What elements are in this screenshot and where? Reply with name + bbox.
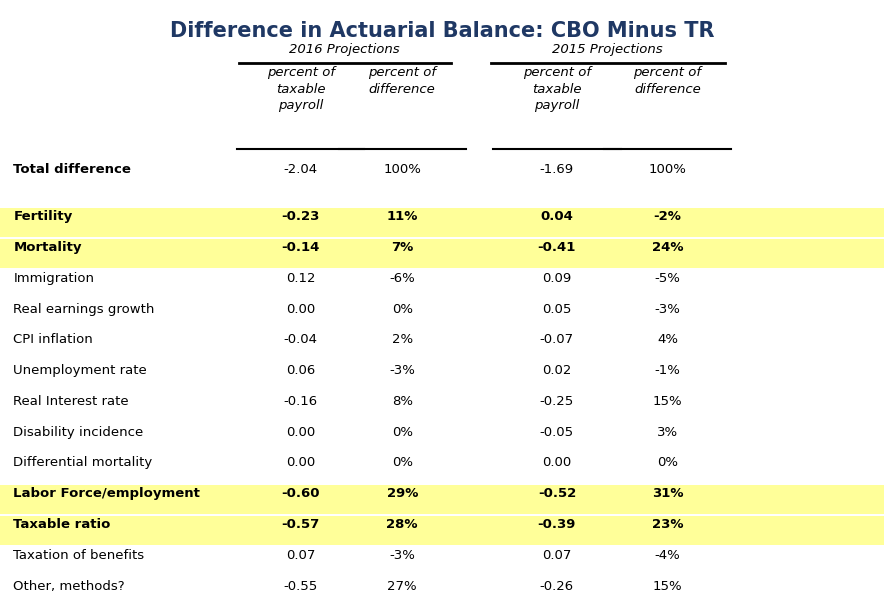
Text: 28%: 28% bbox=[386, 518, 418, 531]
Text: 24%: 24% bbox=[652, 241, 683, 254]
Text: -2%: -2% bbox=[653, 210, 682, 223]
Text: 15%: 15% bbox=[652, 395, 682, 408]
Text: -0.55: -0.55 bbox=[284, 580, 317, 592]
Text: Differential mortality: Differential mortality bbox=[13, 456, 153, 469]
Text: percent of
difference: percent of difference bbox=[634, 66, 701, 96]
Text: -1.69: -1.69 bbox=[540, 163, 574, 176]
Text: Total difference: Total difference bbox=[13, 163, 131, 176]
Text: 31%: 31% bbox=[652, 487, 683, 500]
Text: 11%: 11% bbox=[386, 210, 418, 223]
Text: -3%: -3% bbox=[389, 364, 415, 377]
Text: Labor Force/employment: Labor Force/employment bbox=[13, 487, 200, 500]
Text: 0%: 0% bbox=[392, 303, 413, 316]
Text: 100%: 100% bbox=[384, 163, 421, 176]
Text: -0.26: -0.26 bbox=[540, 580, 574, 592]
Text: 0.05: 0.05 bbox=[542, 303, 572, 316]
Text: -0.23: -0.23 bbox=[281, 210, 320, 223]
Text: 8%: 8% bbox=[392, 395, 413, 408]
Text: -0.16: -0.16 bbox=[284, 395, 317, 408]
Text: 0%: 0% bbox=[392, 426, 413, 439]
Text: 3%: 3% bbox=[657, 426, 678, 439]
Text: -0.25: -0.25 bbox=[540, 395, 574, 408]
Text: -0.07: -0.07 bbox=[540, 333, 574, 346]
Text: 0%: 0% bbox=[392, 456, 413, 469]
Text: Immigration: Immigration bbox=[13, 272, 95, 285]
Text: 0.00: 0.00 bbox=[286, 456, 316, 469]
Text: Fertility: Fertility bbox=[13, 210, 72, 223]
Text: 7%: 7% bbox=[391, 241, 414, 254]
Text: -0.05: -0.05 bbox=[540, 426, 574, 439]
Text: 0%: 0% bbox=[657, 456, 678, 469]
Text: Unemployment rate: Unemployment rate bbox=[13, 364, 147, 377]
Bar bbox=[0, 516, 884, 545]
Text: 4%: 4% bbox=[657, 333, 678, 346]
Text: Mortality: Mortality bbox=[13, 241, 81, 254]
Text: -0.60: -0.60 bbox=[281, 487, 320, 500]
Text: 0.00: 0.00 bbox=[542, 456, 572, 469]
Text: 0.07: 0.07 bbox=[286, 549, 316, 562]
Text: -3%: -3% bbox=[654, 303, 681, 316]
Text: 2016 Projections: 2016 Projections bbox=[289, 43, 400, 56]
Text: 23%: 23% bbox=[652, 518, 683, 531]
Text: -0.41: -0.41 bbox=[537, 241, 576, 254]
Text: -5%: -5% bbox=[654, 272, 681, 285]
Text: 0.09: 0.09 bbox=[542, 272, 572, 285]
Text: 15%: 15% bbox=[652, 580, 682, 592]
Text: 0.02: 0.02 bbox=[542, 364, 572, 377]
Text: -1%: -1% bbox=[654, 364, 681, 377]
Text: Difference in Actuarial Balance: CBO Minus TR: Difference in Actuarial Balance: CBO Min… bbox=[170, 21, 714, 41]
Text: Other, methods?: Other, methods? bbox=[13, 580, 125, 592]
Text: -4%: -4% bbox=[654, 549, 681, 562]
Text: 2%: 2% bbox=[392, 333, 413, 346]
Text: Disability incidence: Disability incidence bbox=[13, 426, 143, 439]
Text: 2015 Projections: 2015 Projections bbox=[552, 43, 663, 56]
Text: Real earnings growth: Real earnings growth bbox=[13, 303, 155, 316]
Text: -0.57: -0.57 bbox=[281, 518, 320, 531]
Text: -2.04: -2.04 bbox=[284, 163, 317, 176]
Text: Taxable ratio: Taxable ratio bbox=[13, 518, 110, 531]
Text: percent of
taxable
payroll: percent of taxable payroll bbox=[523, 66, 591, 112]
Text: -0.04: -0.04 bbox=[284, 333, 317, 346]
Text: percent of
difference: percent of difference bbox=[369, 66, 436, 96]
Text: -6%: -6% bbox=[389, 272, 415, 285]
Bar bbox=[0, 208, 884, 237]
Bar bbox=[0, 239, 884, 268]
Text: 0.00: 0.00 bbox=[286, 303, 316, 316]
Text: -0.52: -0.52 bbox=[537, 487, 576, 500]
Text: percent of
taxable
payroll: percent of taxable payroll bbox=[267, 66, 334, 112]
Text: -0.14: -0.14 bbox=[281, 241, 320, 254]
Text: Real Interest rate: Real Interest rate bbox=[13, 395, 129, 408]
Text: 0.12: 0.12 bbox=[286, 272, 316, 285]
Text: 29%: 29% bbox=[386, 487, 418, 500]
Text: 27%: 27% bbox=[387, 580, 417, 592]
Text: 0.06: 0.06 bbox=[286, 364, 316, 377]
Text: 0.00: 0.00 bbox=[286, 426, 316, 439]
Text: -3%: -3% bbox=[389, 549, 415, 562]
Bar bbox=[0, 485, 884, 514]
Text: 0.07: 0.07 bbox=[542, 549, 572, 562]
Text: CPI inflation: CPI inflation bbox=[13, 333, 93, 346]
Text: 0.04: 0.04 bbox=[540, 210, 574, 223]
Text: -0.39: -0.39 bbox=[537, 518, 576, 531]
Text: Taxation of benefits: Taxation of benefits bbox=[13, 549, 144, 562]
Text: 100%: 100% bbox=[649, 163, 686, 176]
